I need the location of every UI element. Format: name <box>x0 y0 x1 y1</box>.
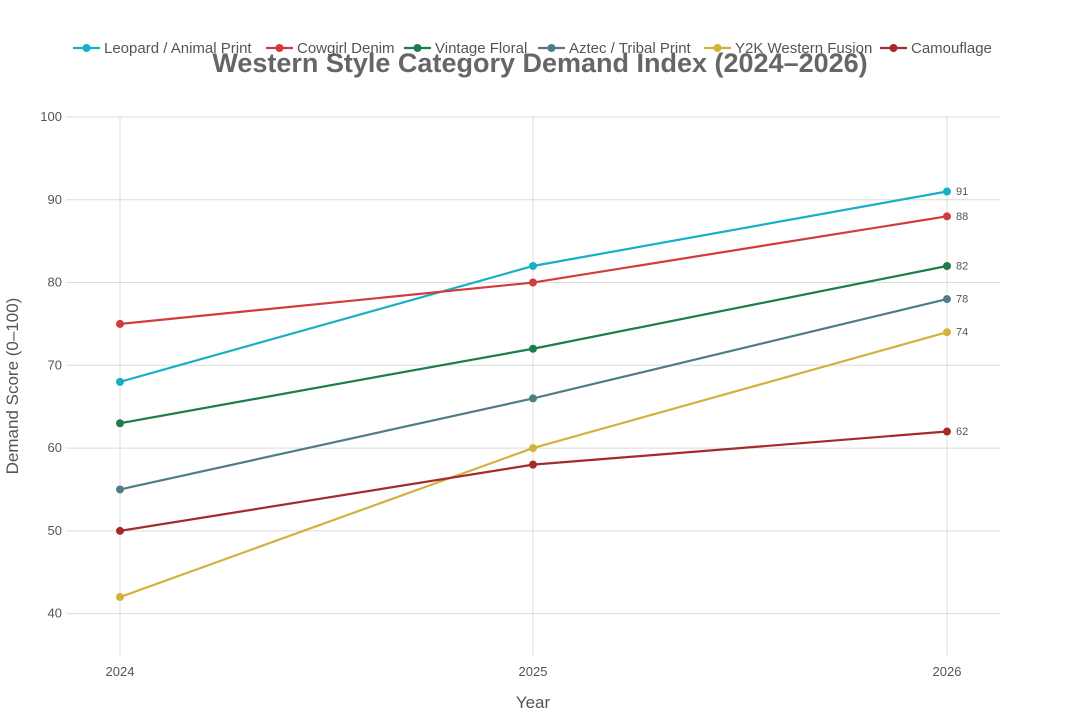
y-axis-ticks: 40 50 60 70 80 90 100 <box>40 109 62 621</box>
y-tick-label: 70 <box>48 357 62 372</box>
data-point <box>943 328 951 337</box>
y-tick-label: 100 <box>40 109 62 124</box>
legend-swatch-marker <box>889 44 898 52</box>
legend-label: Vintage Floral <box>435 40 527 57</box>
data-point <box>529 394 537 403</box>
y-tick-label: 60 <box>48 440 62 455</box>
legend-item: Cowgirl Denim <box>266 40 395 57</box>
x-tick-label: 2026 <box>933 664 962 679</box>
data-point <box>943 295 951 304</box>
series-1: 88 <box>116 211 968 328</box>
end-value-label: 91 <box>956 186 968 198</box>
gridlines <box>66 116 1000 655</box>
data-point <box>116 319 124 328</box>
series-4: 74 <box>116 327 968 602</box>
y-axis-title: Demand Score (0–100) <box>3 298 22 475</box>
legend-label: Aztec / Tribal Print <box>569 40 692 57</box>
data-point <box>529 344 537 353</box>
data-point <box>529 261 537 270</box>
data-point <box>943 261 951 270</box>
data-point <box>943 212 951 221</box>
legend-label: Leopard / Animal Print <box>104 40 252 57</box>
y-tick-label: 50 <box>48 523 62 538</box>
data-point <box>529 444 537 453</box>
data-point <box>116 485 124 494</box>
series-5: 62 <box>116 426 968 535</box>
data-point <box>116 419 124 428</box>
data-point <box>943 427 951 436</box>
data-point <box>943 187 951 196</box>
x-axis-title: Year <box>516 693 551 712</box>
end-value-label: 78 <box>956 294 968 306</box>
data-point <box>116 526 124 535</box>
x-tick-label: 2024 <box>106 664 135 679</box>
series-3: 78 <box>116 294 968 494</box>
legend-item: Vintage Floral <box>404 40 527 57</box>
end-value-label: 74 <box>956 327 968 339</box>
legend-swatch-marker <box>413 44 422 52</box>
data-point <box>529 460 537 469</box>
y-tick-label: 80 <box>48 275 62 290</box>
x-axis-ticks: 2024 2025 2026 <box>106 664 962 679</box>
data-point <box>116 593 124 602</box>
legend-swatch-marker <box>82 44 91 52</box>
legend-label: Camouflage <box>911 40 992 57</box>
legend-swatch-marker <box>713 44 722 52</box>
x-tick-label: 2025 <box>519 664 548 679</box>
end-value-label: 88 <box>956 211 968 223</box>
chart-title: Western Style Category Demand Index (202… <box>212 48 867 78</box>
legend-item: Aztec / Tribal Print <box>538 40 692 57</box>
end-value-label: 62 <box>956 426 968 438</box>
series-0: 91 <box>116 186 968 386</box>
legend-label: Cowgirl Denim <box>297 40 395 57</box>
series-2: 82 <box>116 260 968 428</box>
legend-item: Y2K Western Fusion <box>704 40 872 57</box>
legend-item: Camouflage <box>880 40 992 57</box>
legend-label: Y2K Western Fusion <box>735 40 872 57</box>
legend-item: Leopard / Animal Print <box>73 40 252 57</box>
end-value-label: 82 <box>956 260 968 272</box>
y-tick-label: 90 <box>48 192 62 207</box>
legend-swatch-marker <box>547 44 556 52</box>
series-lines: 91 88 82 78 74 62 <box>116 186 968 602</box>
y-tick-label: 40 <box>48 606 62 621</box>
legend: Leopard / Animal Print Cowgirl Denim Vinta… <box>73 40 992 57</box>
data-point <box>529 278 537 287</box>
legend-swatch-marker <box>275 44 284 52</box>
data-point <box>116 377 124 386</box>
